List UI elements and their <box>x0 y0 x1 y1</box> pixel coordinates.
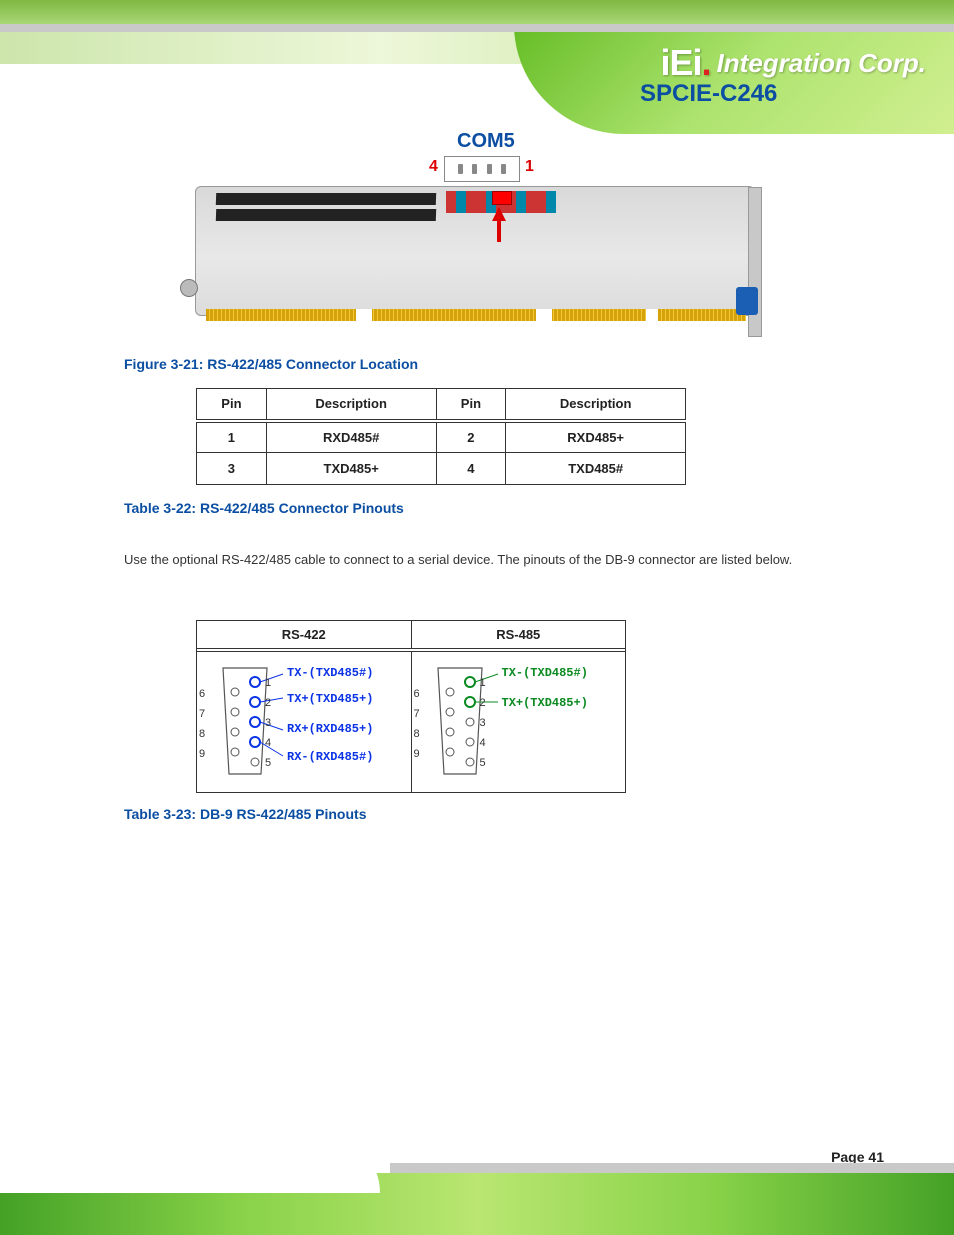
num1: 1 <box>265 677 271 689</box>
iei-logo-text: iEi. <box>661 42 711 84</box>
table-caption-pinout: Table 3-22: RS-422/485 Connector Pinouts <box>124 500 404 516</box>
figure-caption: Figure 3-21: RS-422/485 Connector Locati… <box>124 356 418 372</box>
pin-num-left: 4 <box>429 158 438 176</box>
td: RXD485+ <box>506 421 686 453</box>
rs-head-row: RS-422 RS-485 <box>197 621 625 652</box>
num9: 9 <box>199 748 205 760</box>
header-grey-bar <box>0 24 954 32</box>
num5: 5 <box>480 757 486 769</box>
edge-gap <box>356 309 372 321</box>
th-pin: Pin <box>436 389 506 421</box>
footer-band <box>0 1150 954 1235</box>
num3: 3 <box>265 717 271 729</box>
num4: 4 <box>480 737 486 749</box>
pin-num-right: 1 <box>525 158 534 176</box>
footer-white-curve <box>0 1133 380 1193</box>
rs485-cell: 6 7 8 9 1 2 3 4 5 TX-(TXD485#) TX+(TXD48… <box>412 652 626 792</box>
dimm-slot <box>216 193 436 205</box>
pin-dot <box>501 164 506 174</box>
iei-text: iEi <box>661 42 702 83</box>
pin-dot <box>458 164 463 174</box>
vga-port <box>736 287 758 315</box>
num7: 7 <box>199 708 205 720</box>
rs422-label-1: TX-(TXD485#) <box>287 666 373 680</box>
num5: 5 <box>265 757 271 769</box>
rs422-head: RS-422 <box>197 621 412 648</box>
rs485-head: RS-485 <box>412 621 626 648</box>
brand-tagline: Integration Corp. <box>717 48 926 79</box>
pinout-table: Pin Description Pin Description 1 RXD485… <box>196 388 686 485</box>
board-body <box>195 186 755 316</box>
num9: 9 <box>414 748 420 760</box>
edge-contacts <box>206 309 746 321</box>
td: 4 <box>436 453 506 485</box>
pin-dot <box>472 164 477 174</box>
num3: 3 <box>480 717 486 729</box>
power-jack <box>180 279 198 297</box>
rs422-cell: 6 7 8 9 1 2 3 4 5 TX-(TXD485#) TX+(TXD48… <box>197 652 412 792</box>
arrow-stem <box>497 220 501 242</box>
num2: 2 <box>265 697 271 709</box>
db9-diagram-rs485 <box>420 662 500 782</box>
td: TXD485# <box>506 453 686 485</box>
td: 3 <box>197 453 267 485</box>
td: RXD485# <box>266 421 436 453</box>
th-pin: Pin <box>197 389 267 421</box>
num7: 7 <box>414 708 420 720</box>
product-name: SPCIE-C246 <box>640 80 777 108</box>
num4: 4 <box>265 737 271 749</box>
arrow-head <box>492 207 506 221</box>
brand-logo: iEi. Integration Corp. <box>661 42 926 84</box>
db9-diagram-rs422 <box>205 662 285 782</box>
header-green-top <box>0 0 954 24</box>
dimm-slot <box>216 209 436 221</box>
rs422-label-3: RX+(RXD485+) <box>287 722 373 736</box>
table-caption-db9: Table 3-23: DB-9 RS-422/485 Pinouts <box>124 806 366 822</box>
rs422-label-2: TX+(TXD485+) <box>287 692 373 706</box>
td: 1 <box>197 421 267 453</box>
th-desc: Description <box>266 389 436 421</box>
num2: 2 <box>480 697 486 709</box>
iei-dot: . <box>702 42 711 83</box>
rs485-label-2: TX+(TXD485+) <box>502 696 588 710</box>
td: 2 <box>436 421 506 453</box>
num8: 8 <box>199 728 205 740</box>
th-desc: Description <box>506 389 686 421</box>
rs-table: RS-422 RS-485 <box>196 620 626 793</box>
com5-label: COM5 <box>457 130 515 153</box>
edge-gap <box>536 309 552 321</box>
footer-grey-bar <box>390 1163 954 1173</box>
header-band: iEi. Integration Corp. <box>0 0 954 140</box>
com5-highlight <box>492 191 512 205</box>
rs422-label-4: RX-(RXD485#) <box>287 750 373 764</box>
board-figure: COM5 4 1 <box>195 130 765 340</box>
rs-body-row: 6 7 8 9 1 2 3 4 5 TX-(TXD485#) TX+(TXD48… <box>197 652 625 792</box>
num6: 6 <box>199 688 205 700</box>
num1: 1 <box>480 677 486 689</box>
td: TXD485+ <box>266 453 436 485</box>
bios-note: Use the optional RS-422/485 cable to con… <box>124 550 824 570</box>
pin-dot <box>487 164 492 174</box>
pin-header-block <box>444 156 520 182</box>
rs485-label-1: TX-(TXD485#) <box>502 666 588 680</box>
num6: 6 <box>414 688 420 700</box>
edge-gap <box>646 309 658 321</box>
num8: 8 <box>414 728 420 740</box>
